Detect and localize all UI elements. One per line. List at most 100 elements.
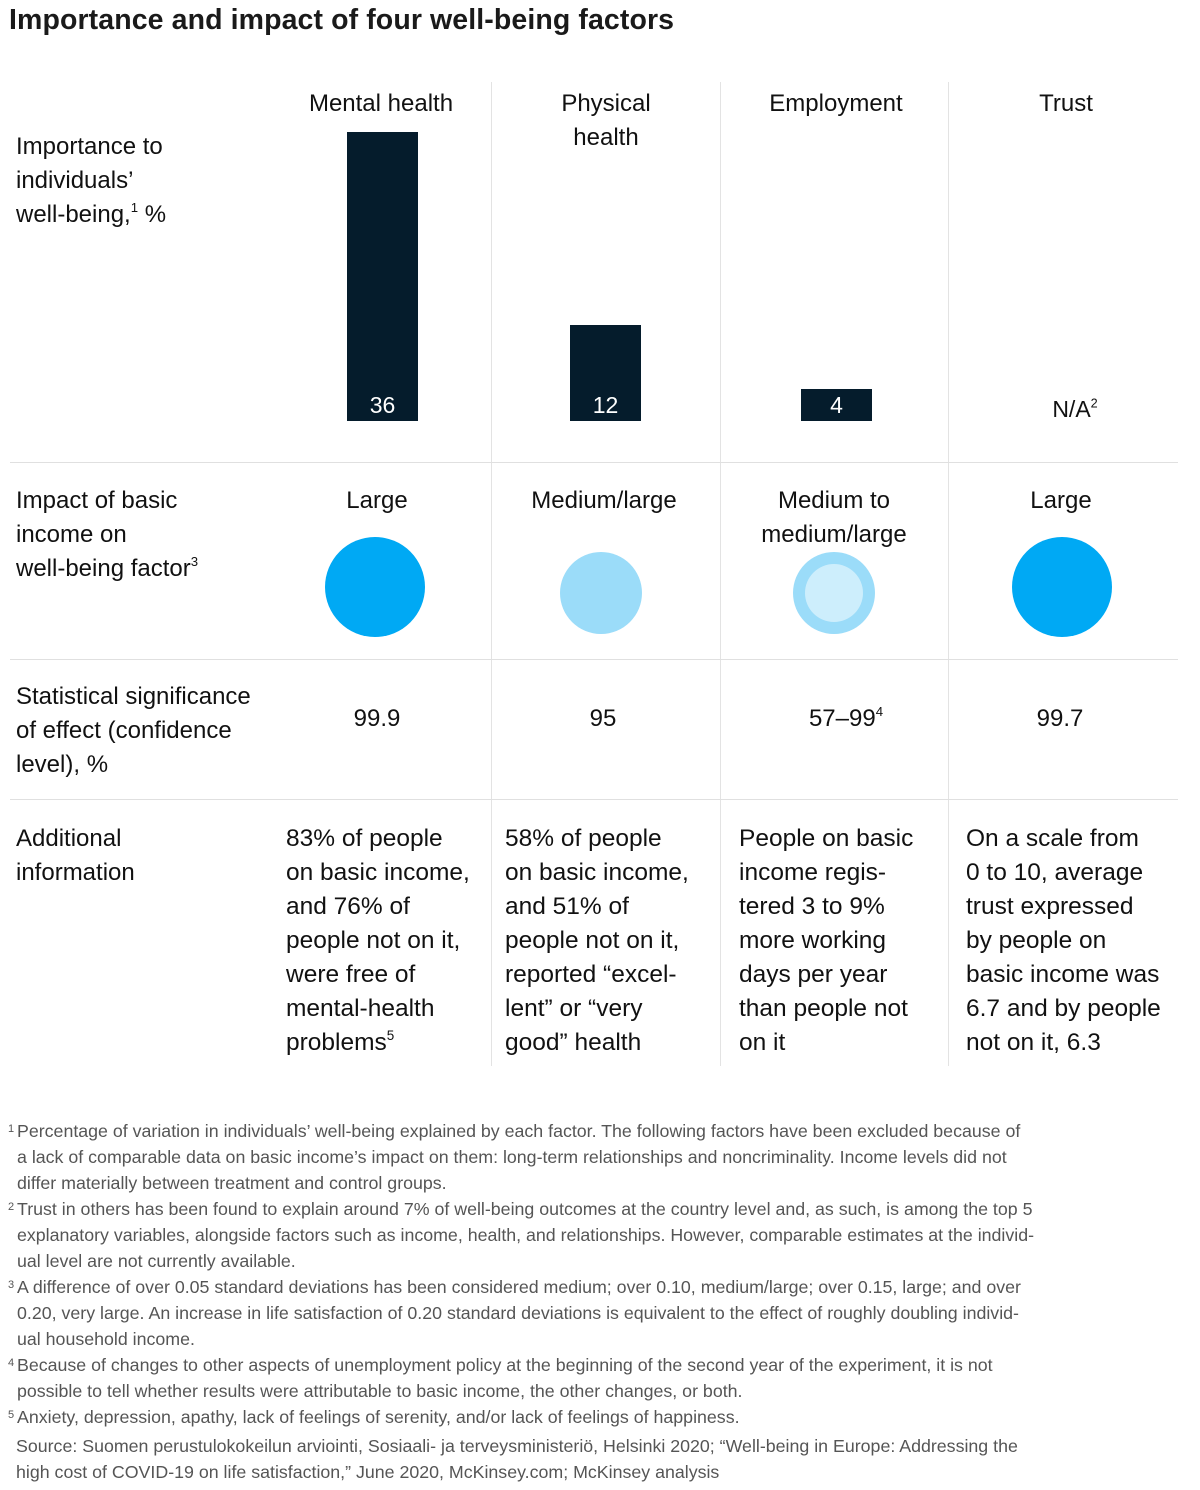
impact-label-line: Medium to [777,487,891,514]
bar-value-label: 4 [830,392,843,418]
info-line: more working [739,927,887,954]
info-line: days per year [739,961,888,988]
significance-value: 57–99 [808,705,876,732]
row-label-line: Statistical significance [16,683,251,710]
bar-employment [801,389,872,421]
row-label-line: individuals’ [16,167,134,194]
info-line: not on it, 6.3 [966,1029,1101,1056]
footnote-2: 2 Trust in others has been found to expl… [8,1196,1188,1274]
info-line: 6.7 and by people [966,995,1161,1022]
info-line: trust expressed [966,893,1134,920]
source-note: Source: Suomen perustulokokeilun arvioin… [16,1433,1018,1485]
row-label-line: of effect (confidence [16,717,232,744]
column-header-physical-health: Physical health [496,87,716,155]
na-text: N/A [1052,396,1091,422]
info-line: reported “excel- [505,961,677,988]
footnotes: 1 Percentage of variation in individuals… [8,1118,1188,1430]
row-label-line: Impact of basic [16,487,178,514]
footnote-line: Trust in others has been found to explai… [17,1199,1033,1219]
footnote-line: explanatory variables, alongside factors… [17,1225,1035,1245]
info-trust: On a scale from 0 to 10, average trust e… [966,822,1161,1060]
bar-physical-health [570,325,641,421]
footnote-number: 2 [8,1201,15,1213]
significance-value: 99.7 [1036,705,1084,732]
info-line: by people on [966,927,1107,954]
info-line: than people not [739,995,908,1022]
footnote-line: A difference of over 0.05 standard devia… [17,1277,1021,1297]
info-line: tered 3 to 9% [739,893,885,920]
column-header-line: Employment [769,90,903,117]
footnote-line: ual household income. [17,1329,195,1349]
row-label-unit: % [138,201,167,228]
column-divider [491,82,492,1066]
row-label-line: income on [16,521,127,548]
info-text: problems [286,1029,387,1056]
info-line: on it [739,1029,786,1056]
footnote-4: 4 Because of changes to other aspects of… [8,1352,1188,1404]
row-label-line: level), % [16,751,109,778]
row-label-text: well-being factor [16,555,191,582]
footnote-ref: 3 [190,554,199,570]
info-line: good” health [505,1029,642,1056]
trust-na-label: N/A2 [1015,396,1135,423]
info-line: 83% of people [286,825,443,852]
significance-mental-health: 99.9 [267,702,487,736]
row-label-line: Additional [16,825,122,852]
footnote-number: 5 [8,1409,15,1421]
row-divider [10,659,1178,660]
footnote-1: 1 Percentage of variation in individuals… [8,1118,1188,1196]
info-line: income regis- [739,859,887,886]
row-label-additional: Additional information [16,822,135,890]
row-label-line: Importance to [16,133,163,160]
info-line: were free of [286,961,416,988]
info-mental-health: 83% of people on basic income, and 76% o… [286,822,470,1060]
footnote-line: a lack of comparable data on basic incom… [17,1147,1007,1167]
footnote-ref: 5 [386,1027,395,1043]
footnote-number: 1 [8,1123,15,1135]
info-physical-health: 58% of people on basic income, and 51% o… [505,822,689,1060]
info-line: lent” or “very [505,995,643,1022]
impact-label-mental-health: Large [267,484,487,518]
source-line: Source: Suomen perustulokokeilun arvioin… [16,1436,1018,1456]
row-label-impact: Impact of basic income on well-being fac… [16,484,198,586]
impact-circle-large [325,537,425,637]
info-line: people not on it, [286,927,461,954]
info-line: 0 to 10, average [966,859,1144,886]
bar-value-label: 36 [369,392,396,418]
footnote-line: ual level are not currently available. [17,1251,296,1271]
column-header-line: Mental health [308,90,454,117]
info-line: on basic income, [286,859,470,886]
footnote-3: 3 A difference of over 0.05 standard dev… [8,1274,1188,1352]
impact-circle-medium-inner [805,564,863,622]
column-header-line: Trust [1039,90,1093,117]
footnote-5: 5 Anxiety, depression, apathy, lack of f… [8,1404,1188,1430]
significance-value: 95 [589,705,617,732]
impact-circle-medium-large [560,552,642,634]
info-line: on basic income, [505,859,689,886]
info-line: On a scale from [966,825,1139,852]
bar-value-label: 12 [592,392,619,418]
footnote-line: Because of changes to other aspects of u… [17,1355,993,1375]
info-line: mental-health [286,995,435,1022]
row-label-line: information [16,859,135,886]
impact-label-line: medium/large [761,521,907,548]
source-line: high cost of COVID-19 on life satisfacti… [16,1462,720,1482]
impact-label-line: Medium/large [531,487,677,514]
column-header-line: Physical [561,90,651,117]
row-divider [10,799,1178,800]
info-line: and 76% of [286,893,410,920]
impact-label-line: Large [1030,487,1092,514]
significance-value: 99.9 [353,705,401,732]
column-header-line: health [573,124,639,151]
chart-title: Importance and impact of four well-being… [9,4,675,36]
footnote-ref: 1 [130,200,139,216]
footnote-line: possible to tell whether results were at… [17,1381,743,1401]
info-line: people not on it, [505,927,680,954]
footnote-line: Percentage of variation in individuals’ … [17,1121,1021,1141]
column-header-trust: Trust [956,87,1176,121]
impact-label-physical-health: Medium/large [494,484,714,518]
footnote-line: 0.20, very large. An increase in life sa… [17,1303,1019,1323]
significance-physical-health: 95 [493,702,713,736]
significance-employment: 57–994 [736,702,956,736]
footnote-ref: 4 [875,704,884,720]
